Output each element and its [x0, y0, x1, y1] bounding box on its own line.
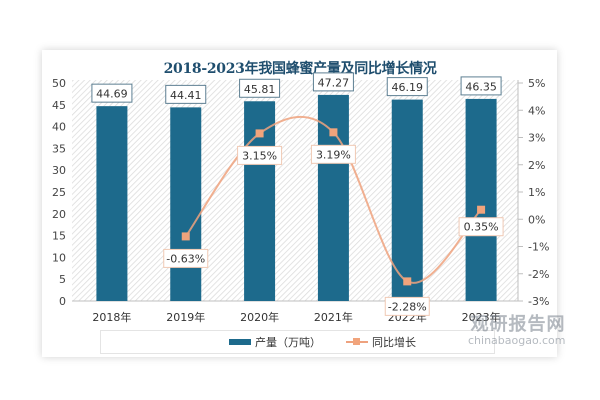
left-axis-tick-label: 30 — [52, 164, 66, 177]
bar-value-label: 45.81 — [244, 83, 276, 96]
bar-value-label-box — [460, 76, 502, 96]
bar — [391, 99, 423, 301]
legend-label-growth: 同比增长 — [372, 336, 416, 349]
line-marker — [181, 232, 190, 241]
x-axis-tick-label: 2018年 — [92, 310, 131, 324]
line-marker — [255, 129, 264, 138]
bar-value-label: 44.41 — [170, 89, 202, 102]
left-axis-tick-label: 0 — [59, 295, 66, 308]
plot-area — [72, 80, 518, 301]
bar — [317, 94, 349, 301]
bar-value-label: 47.27 — [318, 76, 350, 89]
right-axis-tick-label: 5% — [528, 77, 545, 90]
right-axis-tick-label: -1% — [528, 241, 549, 254]
growth-line — [184, 116, 482, 284]
right-axis-tick-label: 1% — [528, 186, 545, 199]
bar — [170, 107, 202, 301]
right-axis-tick-label: 4% — [528, 104, 545, 117]
growth-value-label-box — [384, 296, 430, 316]
growth-value-label-box — [458, 217, 504, 237]
legend: 产量（万吨） 同比增长 — [100, 330, 495, 354]
bar-value-label-box — [312, 72, 354, 92]
left-axis-ticks: 0 5 10 15 20 25 30 35 40 45 50 — [52, 77, 66, 308]
left-axis-tick-label: 50 — [52, 77, 66, 90]
left-axis-tick-label: 35 — [52, 142, 66, 155]
right-axis-tick-label: 2% — [528, 159, 545, 172]
x-axis-tick-label: 2019年 — [166, 310, 205, 324]
growth-value-label-box — [310, 144, 356, 164]
bar — [96, 106, 128, 301]
line-marker — [477, 205, 486, 214]
bar-value-label: 46.19 — [392, 81, 424, 94]
x-axis-tick-label: 2020年 — [240, 310, 279, 324]
data-labels: 44.69 44.41 45.81 47.27 46.19 46.35 -0.63% 3.15… — [91, 72, 504, 316]
watermark-cn: 观研报告网 — [470, 314, 566, 335]
left-axis-tick-label: 15 — [52, 230, 66, 243]
bar — [465, 98, 497, 301]
legend-item-production: 产量（万吨） — [229, 334, 321, 350]
growth-value-label-box — [237, 145, 283, 165]
line-marker — [329, 128, 338, 137]
legend-item-growth: 同比增长 — [346, 334, 416, 350]
bar-value-label-box — [239, 78, 281, 98]
line-marker-swatch-icon — [346, 338, 368, 345]
right-axis-tick-label: -3% — [528, 295, 549, 308]
growth-value-label: -0.63% — [166, 252, 205, 265]
right-axis-tick-label: -2% — [528, 268, 549, 281]
bar-value-label-box — [386, 77, 428, 97]
growth-value-label-box — [163, 248, 209, 268]
x-axis-tick-label: 2023年 — [462, 310, 501, 324]
right-axis-tick-label: 0% — [528, 213, 545, 226]
right-axis-tick-label: 3% — [528, 132, 545, 145]
growth-value-label: 3.15% — [242, 149, 277, 162]
legend-label-production: 产量（万吨） — [255, 336, 321, 349]
line-series — [181, 116, 486, 286]
watermark-en: chinabaogao.com — [468, 334, 566, 347]
bar-value-label: 44.69 — [96, 88, 128, 101]
chart-title: 2018-2023年我国蜂蜜产量及同比增长情况 — [163, 61, 437, 77]
left-axis-tick-label: 40 — [52, 121, 66, 134]
bar-series — [96, 94, 497, 301]
left-axis-tick-label: 10 — [52, 251, 66, 264]
bar-value-label-box — [165, 84, 207, 104]
bar-swatch-icon — [229, 339, 251, 345]
line-marker — [403, 277, 412, 286]
growth-value-label: 0.35% — [464, 221, 499, 234]
growth-value-label: -2.28% — [388, 300, 427, 313]
left-axis-tick-label: 25 — [52, 186, 66, 199]
watermark: 观研报告网 chinabaogao.com — [468, 310, 566, 347]
x-axis-tick-label: 2021年 — [314, 310, 353, 324]
right-axis-ticks: -3% -2% -1% 0% 1% 2% 3% 4% 5% — [518, 77, 549, 308]
left-axis-tick-label: 5 — [59, 273, 66, 286]
left-axis-tick-label: 20 — [52, 208, 66, 221]
x-axis-labels: 2018年 2019年 2020年 2021年 2022年 2023年 — [92, 310, 500, 324]
left-axis-tick-label: 45 — [52, 99, 66, 112]
bar-value-label: 46.35 — [465, 80, 497, 93]
growth-value-label: 3.19% — [316, 148, 351, 161]
bar-value-label-box — [91, 83, 133, 103]
